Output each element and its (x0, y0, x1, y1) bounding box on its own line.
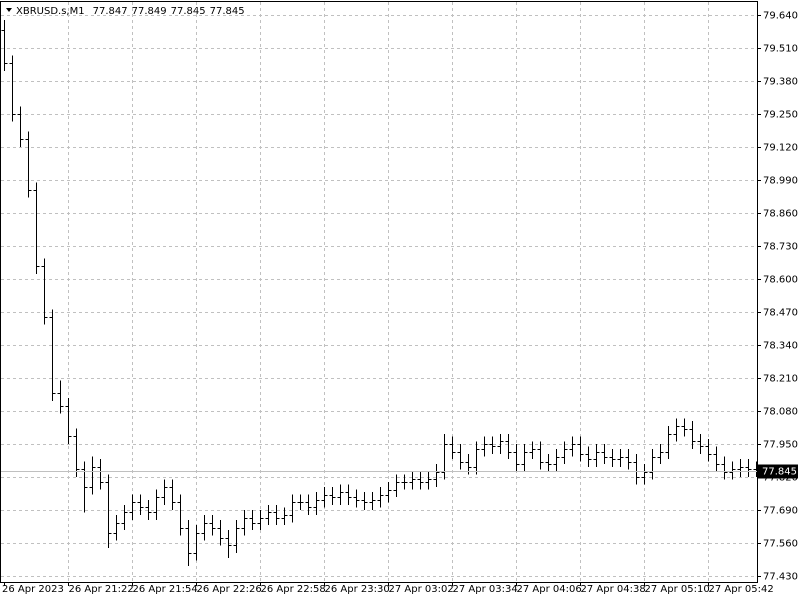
y-tick-label: 79.380 (763, 77, 798, 88)
price-label-box (758, 464, 798, 479)
header-value: 77.845 (171, 6, 206, 17)
x-tick-label: 27 Apr 04:38 (581, 584, 646, 595)
x-tick-label: 27 Apr 03:34 (453, 584, 518, 595)
y-tick-label: 78.730 (763, 242, 798, 253)
x-tick-label: 27 Apr 05:42 (709, 584, 774, 595)
y-tick-label: 78.470 (763, 308, 798, 319)
y-tick-label: 79.510 (763, 44, 798, 55)
y-tick-label: 78.600 (763, 275, 798, 286)
y-tick-label: 78.860 (763, 209, 798, 220)
header-value: 77.849 (132, 6, 167, 17)
header-value: 77.847 (93, 6, 128, 17)
x-tick-label: 26 Apr 23:30 (325, 584, 390, 595)
x-tick-label: 27 Apr 05:10 (645, 584, 710, 595)
plot-frame (0, 1, 758, 583)
y-tick-label: 77.950 (763, 440, 798, 451)
y-tick-label: 77.560 (763, 539, 798, 550)
y-tick-label: 77.430 (763, 572, 798, 583)
y-tick-label: 79.250 (763, 110, 798, 121)
x-tick-label: 26 Apr 2023 (2, 584, 64, 595)
y-tick-label: 77.690 (763, 506, 798, 517)
price-label: 77.845 (762, 467, 797, 478)
y-tick-label: 79.120 (763, 143, 798, 154)
y-tick-label: 78.990 (763, 176, 798, 187)
x-tick-label: 27 Apr 03:02 (389, 584, 454, 595)
header-value: 77.845 (210, 6, 245, 17)
symbol: XBRUSD.s,M1 (16, 6, 85, 17)
y-tick-label: 78.080 (763, 407, 798, 418)
collapse-icon[interactable] (6, 8, 12, 12)
x-tick-label: 26 Apr 21:22 (69, 584, 134, 595)
x-tick-label: 27 Apr 04:06 (517, 584, 582, 595)
y-tick-label: 78.210 (763, 374, 798, 385)
x-tick-label: 26 Apr 22:26 (197, 584, 262, 595)
x-tick-label: 26 Apr 22:58 (261, 584, 326, 595)
y-tick-label: 79.640 (763, 11, 798, 22)
x-tick-label: 26 Apr 21:54 (133, 584, 198, 595)
y-tick-label: 78.340 (763, 341, 798, 352)
chart-header: XBRUSD.s,M1 77.847 77.849 77.845 77.845 (16, 6, 245, 17)
